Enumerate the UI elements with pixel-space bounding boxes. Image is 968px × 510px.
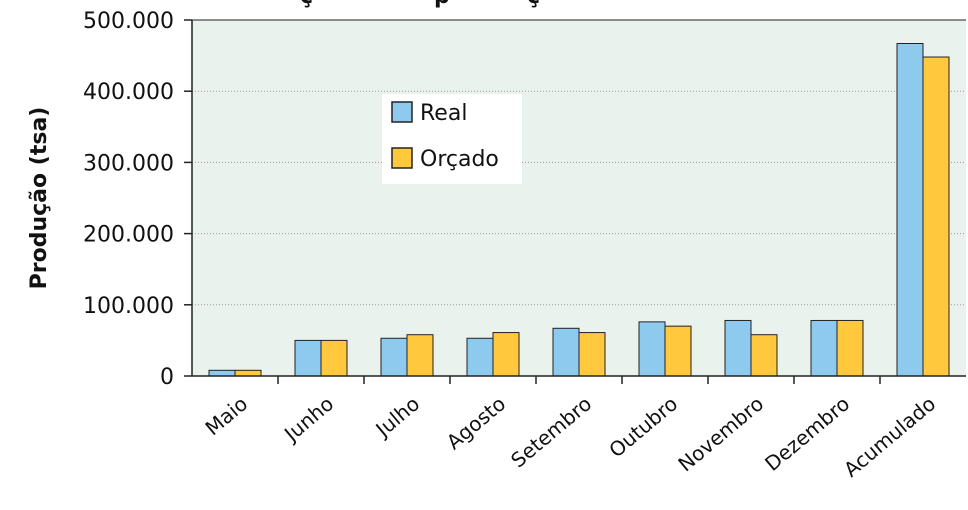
bar-real-agosto — [466, 337, 494, 377]
x-tick-label: Setembro — [506, 391, 596, 472]
cut-title-fragment: ç p ç — [300, 0, 540, 9]
bar-real-junho — [294, 339, 322, 377]
bar-orcado-acumulado — [922, 56, 950, 377]
y-tick-label: 200.000 — [83, 223, 174, 248]
bar-real-outubro — [638, 321, 666, 377]
bar-real-maio — [208, 369, 236, 377]
x-tick-label: Maio — [201, 391, 253, 440]
x-tick-label: Novembro — [673, 391, 768, 476]
bar-real-novembro — [724, 319, 752, 377]
bar-orcado-dezembro — [836, 319, 864, 377]
x-tick-label: Junho — [278, 391, 338, 447]
bar-orcado-junho — [320, 339, 348, 377]
legend: Real Orçado — [382, 94, 522, 184]
bar-orcado-maio — [234, 369, 262, 377]
y-tick-label: 400.000 — [83, 80, 174, 105]
y-tick-label: 100.000 — [83, 294, 174, 319]
bar-orcado-julho — [406, 334, 434, 377]
legend-swatch — [391, 147, 413, 169]
bar-orcado-agosto — [492, 332, 520, 377]
y-tick-labels: 0 100.000 200.000 300.000 400.000 500.000 — [83, 9, 174, 390]
x-tick-label: Acumulado — [839, 391, 940, 481]
bar-real-acumulado — [896, 42, 924, 377]
x-tick-label: Outubro — [604, 391, 682, 462]
svg-text:p: p — [434, 0, 450, 9]
svg-text:ç: ç — [527, 0, 540, 9]
x-tick-label: Agosto — [442, 391, 510, 454]
bar-orcado-outubro — [664, 325, 692, 377]
bar-real-dezembro — [810, 319, 838, 377]
legend-label: Real — [420, 101, 467, 126]
grid-lines — [192, 90, 966, 306]
y-tick-label: 500.000 — [83, 9, 174, 34]
bar-real-julho — [380, 337, 408, 377]
y-tick-label: 0 — [160, 365, 174, 390]
bar-orcado-setembro — [578, 332, 606, 377]
axes — [184, 19, 966, 384]
bar-orcado-novembro — [750, 334, 778, 377]
y-tick-label: 300.000 — [83, 151, 174, 176]
legend-swatch — [391, 101, 413, 123]
legend-label: Orçado — [420, 147, 499, 172]
bars — [208, 42, 950, 377]
plot-area — [192, 20, 966, 376]
svg-text:ç: ç — [300, 0, 313, 9]
y-axis-title: Produção (tsa) — [27, 107, 52, 290]
bar-real-setembro — [552, 327, 580, 377]
x-tick-label: Julho — [370, 391, 425, 442]
